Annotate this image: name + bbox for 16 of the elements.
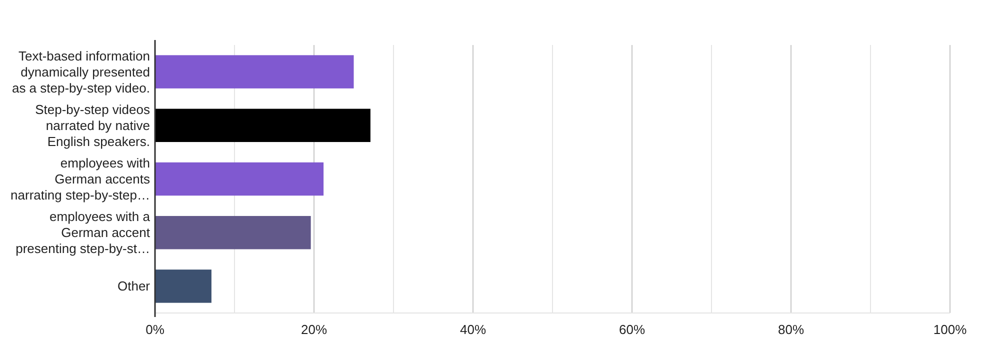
y-tick-label: employees with a German accent presenting step-by-st… xyxy=(16,209,151,256)
x-tick-label: 60% xyxy=(618,322,646,338)
x-tick-label: 80% xyxy=(778,322,804,338)
x-tick-label: 100% xyxy=(933,322,968,338)
bar xyxy=(155,108,370,142)
bar xyxy=(155,162,324,196)
x-tick-label: 40% xyxy=(460,322,486,338)
bar xyxy=(155,55,354,88)
y-tick-label: Other xyxy=(117,278,151,294)
y-tick-label: Text-based information dynamically presented as a step-by-step video. xyxy=(12,48,150,96)
bar xyxy=(155,216,311,250)
bar xyxy=(155,270,212,303)
y-tick-label: employees with German accents narrating step-by-step… xyxy=(10,156,150,202)
y-tick-label: Step-by-step videos narrated by native English speakers. xyxy=(35,102,150,149)
x-tick-label: 0% xyxy=(146,322,165,338)
x-tick-label: 20% xyxy=(300,322,328,338)
